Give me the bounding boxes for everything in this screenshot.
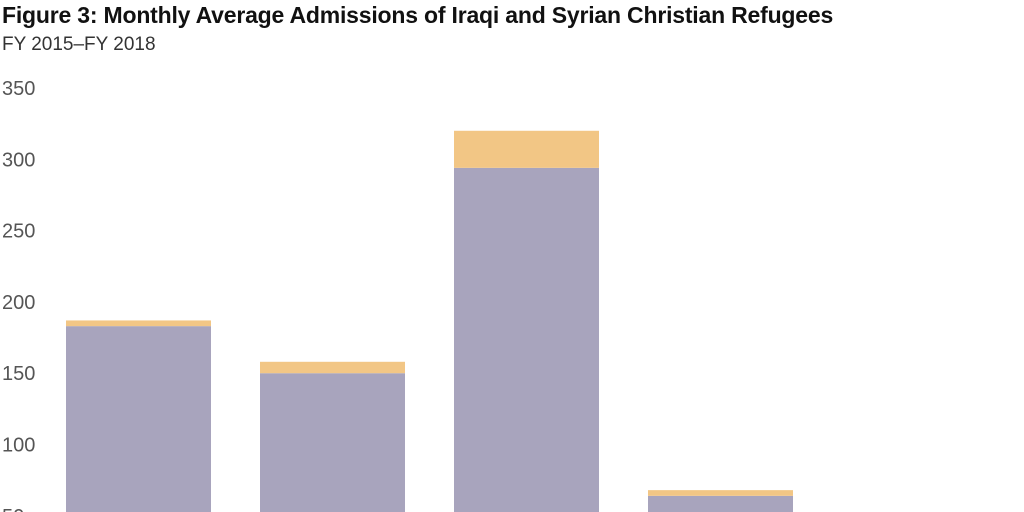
y-tick-label: 250 [2,221,35,243]
bar-segment-series-2 [454,130,599,168]
y-tick-label: 350 [2,78,35,100]
y-tick-label: 300 [2,149,35,171]
y-tick-label: 100 [2,435,35,457]
bar-segment-series-1 [648,495,793,512]
bar-segment-series-2 [260,361,405,374]
bar-segment-series-2 [66,320,211,327]
y-tick-label: 200 [2,292,35,314]
bar-segment-series-1 [260,373,405,512]
bar-segment-series-1 [454,167,599,512]
y-tick-label: 50 [2,506,24,512]
chart-subtitle: FY 2015–FY 2018 [2,34,156,55]
chart-title: Figure 3: Monthly Average Admissions of … [2,2,834,28]
bar-segment-series-1 [66,326,211,512]
y-tick-label: 150 [2,363,35,385]
bar-segment-series-2 [648,490,793,496]
